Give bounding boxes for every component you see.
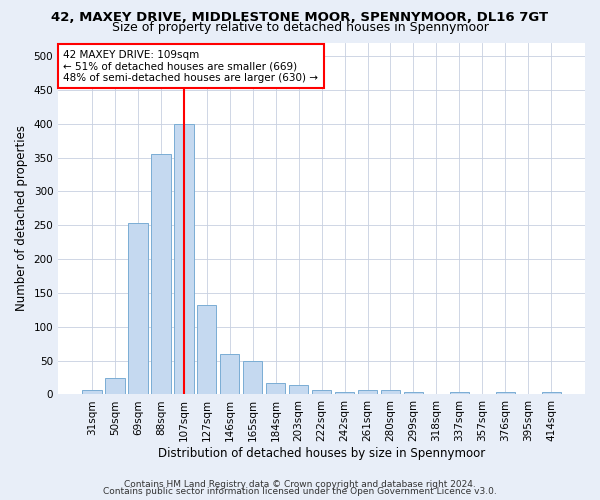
Bar <box>449 392 469 394</box>
Bar <box>197 305 217 394</box>
Bar <box>404 392 423 394</box>
Bar <box>82 390 101 394</box>
Text: 42 MAXEY DRIVE: 109sqm
← 51% of detached houses are smaller (669)
48% of semi-de: 42 MAXEY DRIVE: 109sqm ← 51% of detached… <box>64 50 319 82</box>
Bar <box>335 392 355 394</box>
Bar <box>289 385 308 394</box>
Text: Size of property relative to detached houses in Spennymoor: Size of property relative to detached ho… <box>112 21 488 34</box>
Text: Contains HM Land Registry data © Crown copyright and database right 2024.: Contains HM Land Registry data © Crown c… <box>124 480 476 489</box>
Bar <box>312 390 331 394</box>
Text: 42, MAXEY DRIVE, MIDDLESTONE MOOR, SPENNYMOOR, DL16 7GT: 42, MAXEY DRIVE, MIDDLESTONE MOOR, SPENN… <box>52 11 548 24</box>
Y-axis label: Number of detached properties: Number of detached properties <box>15 126 28 312</box>
Bar <box>243 362 262 394</box>
Bar <box>542 392 561 394</box>
Bar <box>381 390 400 394</box>
Bar <box>128 223 148 394</box>
Bar <box>266 383 286 394</box>
Bar <box>358 390 377 394</box>
Bar <box>151 154 170 394</box>
Text: Contains public sector information licensed under the Open Government Licence v3: Contains public sector information licen… <box>103 487 497 496</box>
Bar <box>105 378 125 394</box>
Bar <box>496 392 515 394</box>
X-axis label: Distribution of detached houses by size in Spennymoor: Distribution of detached houses by size … <box>158 447 485 460</box>
Bar <box>220 354 239 395</box>
Bar <box>174 124 194 394</box>
